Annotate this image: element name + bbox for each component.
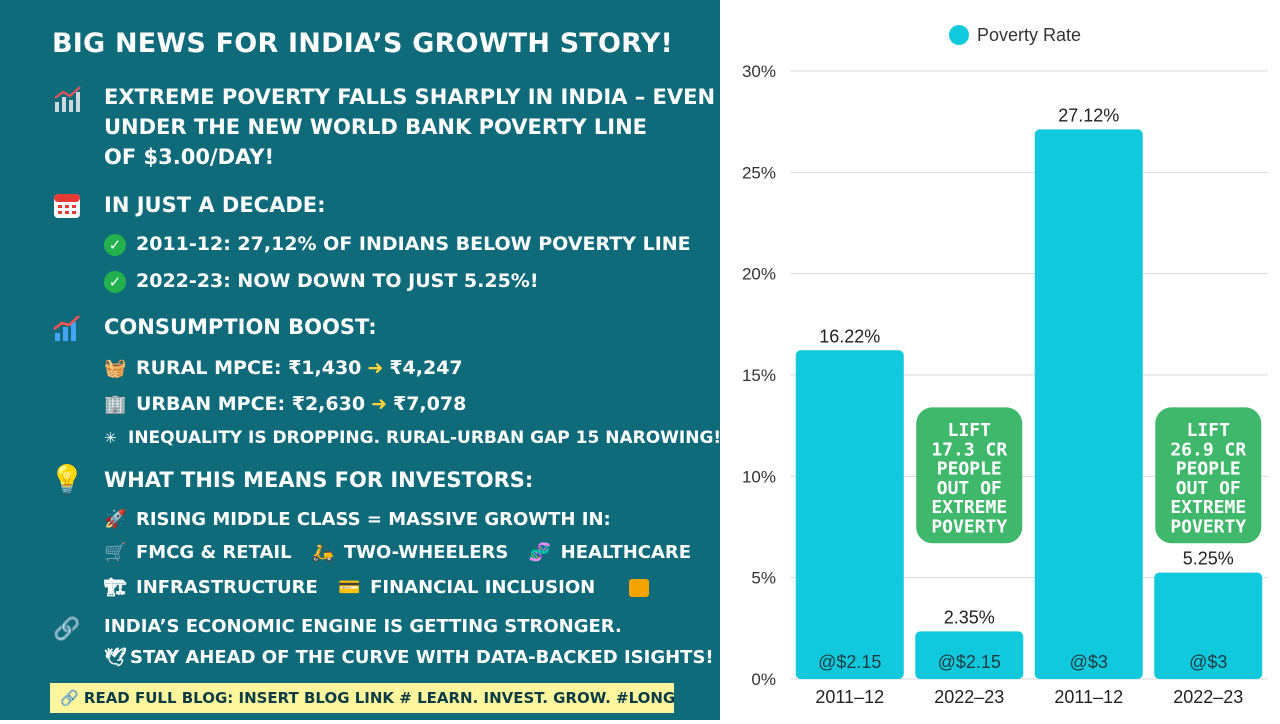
dna-icon: 🧬 bbox=[528, 542, 552, 563]
inequality-note: ✳ INEQUALITY IS DROPPING. RURAL-URBAN GAP… bbox=[104, 425, 720, 451]
sparkle-icon: ✳ bbox=[104, 429, 117, 447]
bar bbox=[1034, 129, 1143, 680]
sectors-row: 🛒 FMCG & RETAIL 🛵 TWO-WHEELERS 🧬 HEALTHCARE bbox=[104, 540, 691, 566]
check-icon: ✓ bbox=[104, 233, 126, 256]
x-tick-label: 2022–23 bbox=[934, 687, 1004, 707]
sectors-row: 🏗 INFRASTRUCTURE 💳 FINANCIAL INCLUSION bbox=[104, 575, 650, 601]
annotation-text: POVERTY bbox=[931, 517, 1007, 538]
dove-icon: 🕊 bbox=[104, 647, 127, 668]
rocket-icon: 🚀 bbox=[104, 509, 127, 530]
chart-panel: 0% 5% 10% 15% 20% 25% 30% Poverty Rate 16.22% @$2… bbox=[720, 0, 1280, 720]
link-icon: 🔗 bbox=[53, 616, 81, 642]
annotation-text: LIFT bbox=[1187, 420, 1231, 441]
lightbulb-icon: 💡 bbox=[49, 462, 85, 496]
arrow-right-icon: ➜ bbox=[371, 393, 387, 415]
bar bbox=[915, 631, 1024, 679]
sector-label: HEALTHCARE bbox=[560, 542, 692, 563]
annotation-text: PEOPLE bbox=[1176, 459, 1241, 480]
annotation-text: OUT OF bbox=[1176, 478, 1241, 499]
urban-value: ₹7,078 bbox=[392, 393, 467, 415]
inequality-text: INEQUALITY IS DROPPING. RURAL-URBAN GAP … bbox=[128, 428, 720, 448]
check-icon: ✓ bbox=[104, 270, 126, 293]
annotation-text: OUT OF bbox=[937, 478, 1002, 499]
growth-chart-icon bbox=[50, 311, 84, 345]
headline-line: EXTREME POVERTY FALLS SHARPLY IN INDIA –… bbox=[104, 85, 716, 109]
bar-label: @$3 bbox=[1070, 652, 1108, 672]
calendar-icon bbox=[50, 188, 84, 222]
sector-label: FMCG & RETAIL bbox=[136, 542, 292, 563]
cart-icon: 🛒 bbox=[104, 542, 127, 563]
x-tick-label: 2022–23 bbox=[1173, 687, 1243, 707]
annotation-text: EXTREME bbox=[1170, 497, 1246, 518]
sector-label: INFRASTRUCTURE bbox=[136, 577, 318, 598]
investors-heading: WHAT THIS MEANS FOR INVESTORS: bbox=[104, 468, 534, 492]
legend-swatch bbox=[949, 25, 969, 45]
data-label: 27.12% bbox=[1058, 105, 1119, 125]
annotation-text: 26.9 CR bbox=[1170, 439, 1246, 460]
middle-class-line: 🚀 RISING MIDDLE CLASS = MASSIVE GROWTH IN… bbox=[104, 507, 611, 533]
y-tick-label: 30% bbox=[742, 62, 776, 81]
sector-label: FINANCIAL INCLUSION bbox=[370, 577, 596, 598]
rural-label: RURAL MPCE: ₹1,430 bbox=[136, 357, 362, 379]
annotation-callout bbox=[1155, 407, 1262, 544]
y-tick-label: 25% bbox=[742, 163, 776, 182]
legend-label: Poverty Rate bbox=[977, 25, 1081, 45]
headline-line: UNDER THE NEW WORLD BANK POVERTY LINE bbox=[104, 115, 648, 139]
page-title: BIG NEWS FOR INDIA’S GROWTH STORY! bbox=[52, 28, 673, 59]
rural-mpce: 🧺 RURAL MPCE: ₹1,430 ➜ ₹4,247 bbox=[104, 354, 463, 383]
credit-card-icon: 💳 bbox=[338, 577, 361, 598]
x-tick-label: 2011–12 bbox=[1054, 687, 1123, 707]
annotation-text: 17.3 CR bbox=[931, 439, 1007, 460]
y-tick-label: 20% bbox=[742, 265, 776, 284]
y-tick-label: 5% bbox=[751, 569, 776, 588]
bar-label: @$3 bbox=[1189, 652, 1227, 672]
engine-line: INDIA’S ECONOMIC ENGINE IS GETTING STRON… bbox=[104, 616, 622, 637]
data-label: 16.22% bbox=[819, 326, 880, 346]
y-tick-label: 0% bbox=[751, 670, 776, 689]
decade-point-text: 2011-12: 27,12% OF INDIANS BELOW POVERTY… bbox=[136, 233, 691, 255]
bar bbox=[795, 350, 904, 679]
data-label: 2.35% bbox=[944, 607, 995, 627]
building-icon: 🏢 bbox=[104, 393, 127, 415]
middle-class-text: RISING MIDDLE CLASS = MASSIVE GROWTH IN: bbox=[136, 509, 611, 530]
decade-point-text: 2022-23: NOW DOWN TO JUST 5.25%! bbox=[136, 270, 539, 292]
x-tick-label: 2011–12 bbox=[815, 687, 884, 707]
read-blog-banner[interactable]: 🔗 READ FULL BLOG: INSERT BLOG LINK # LEA… bbox=[50, 683, 674, 713]
poverty-bar-chart: 0% 5% 10% 15% 20% 25% 30% Poverty Rate 16.22% @$2… bbox=[742, 25, 1268, 707]
wallet-icon bbox=[629, 579, 650, 597]
annotation-text: PEOPLE bbox=[937, 459, 1002, 480]
urban-mpce: 🏢 URBAN MPCE: ₹2,630 ➜ ₹7,078 bbox=[104, 390, 466, 419]
annotation-text: LIFT bbox=[948, 420, 992, 441]
y-tick-label: 15% bbox=[742, 366, 776, 385]
bar bbox=[1154, 572, 1263, 679]
arrow-right-icon: ➜ bbox=[367, 357, 384, 379]
decade-point: ✓ 2011-12: 27,12% OF INDIANS BELOW POVERT… bbox=[104, 230, 691, 258]
infographic-panel: BIG NEWS FOR INDIA’S GROWTH STORY! EXTRE… bbox=[0, 0, 720, 720]
ahead-line: 🕊 STAY AHEAD OF THE CURVE WITH DATA-BACKE… bbox=[104, 645, 714, 671]
rural-value: ₹4,247 bbox=[389, 357, 463, 379]
consumption-heading: CONSUMPTION BOOST: bbox=[104, 315, 377, 339]
construction-icon: 🏗 bbox=[104, 577, 127, 598]
sector-label: TWO-WHEELERS bbox=[343, 542, 509, 563]
scooter-icon: 🛵 bbox=[311, 542, 335, 563]
headline-line: OF $3.00/DAY! bbox=[104, 145, 275, 169]
annotation-callout bbox=[916, 407, 1023, 544]
chart-up-icon bbox=[50, 82, 84, 116]
ahead-text: STAY AHEAD OF THE CURVE WITH DATA-BACKED… bbox=[130, 647, 714, 668]
annotation-text: POVERTY bbox=[1170, 517, 1246, 538]
decade-heading: IN JUST A DECADE: bbox=[104, 193, 326, 217]
annotation-text: EXTREME bbox=[931, 497, 1007, 518]
y-tick-label: 10% bbox=[742, 467, 776, 486]
basket-icon: 🧺 bbox=[104, 357, 127, 379]
bar-label: @$2.15 bbox=[938, 652, 1001, 672]
data-label: 5.25% bbox=[1183, 549, 1234, 569]
bar-label: @$2.15 bbox=[818, 652, 881, 672]
headline: EXTREME POVERTY FALLS SHARPLY IN INDIA –… bbox=[104, 82, 715, 172]
urban-label: URBAN MPCE: ₹2,630 bbox=[136, 393, 366, 415]
decade-point: ✓ 2022-23: NOW DOWN TO JUST 5.25%! bbox=[104, 267, 539, 295]
